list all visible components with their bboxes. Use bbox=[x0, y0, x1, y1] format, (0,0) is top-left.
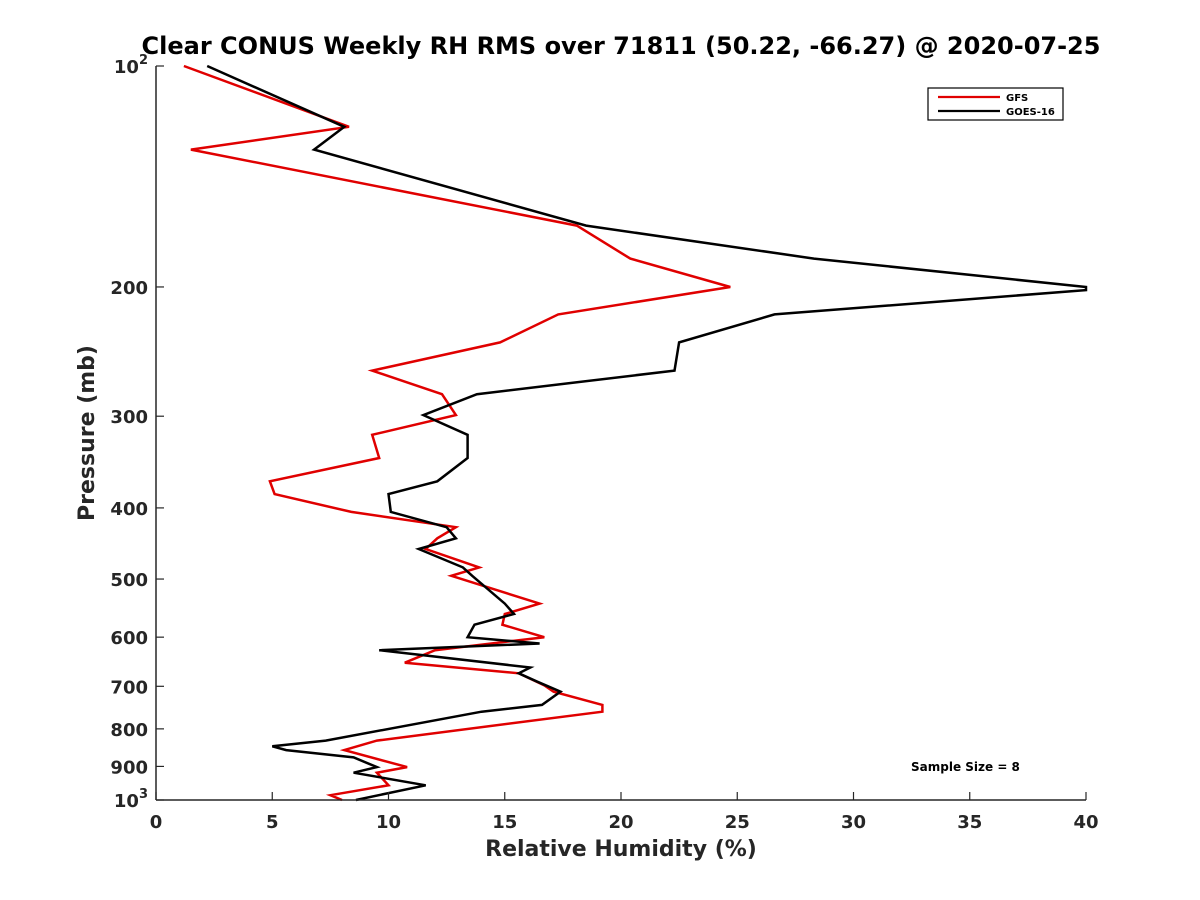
y-tick-label: 500 bbox=[110, 570, 148, 591]
y-tick-label: 300 bbox=[110, 407, 148, 428]
plot-background bbox=[156, 66, 1086, 800]
y-tick-label: 102 bbox=[114, 53, 148, 78]
legend-gfs-label: GFS bbox=[1006, 93, 1028, 104]
series-line-gfs bbox=[183, 64, 731, 802]
y-tick-label: 200 bbox=[110, 278, 148, 299]
y-tick-label: 900 bbox=[110, 757, 148, 778]
x-ticks: 0 5 10 15 20 25 30 35 40 bbox=[150, 792, 1099, 833]
y-tick-label: 103 bbox=[114, 787, 148, 812]
x-tick-label: 35 bbox=[957, 812, 982, 833]
legend-box bbox=[927, 87, 1064, 121]
series-line-goes-16 bbox=[206, 64, 1088, 802]
y-tick-label: 400 bbox=[110, 499, 148, 520]
chart-title: Clear CONUS Weekly RH RMS over 71811 (50… bbox=[142, 32, 1101, 60]
y-tick-label: 700 bbox=[110, 677, 148, 698]
legend: GFS GOES-16 bbox=[927, 87, 1064, 121]
x-tick-label: 40 bbox=[1073, 812, 1098, 833]
x-tick-label: 10 bbox=[376, 812, 401, 833]
y-tick-label: 600 bbox=[110, 628, 148, 649]
y-ticks: 102 200 300 400 500 600 700 800 900 103 bbox=[110, 53, 164, 812]
x-tick-label: 30 bbox=[841, 812, 866, 833]
x-tick-label: 0 bbox=[150, 812, 163, 833]
x-tick-label: 5 bbox=[266, 812, 279, 833]
legend-goes-label: GOES-16 bbox=[1006, 107, 1055, 118]
y-axis-label: Pressure (mb) bbox=[75, 345, 100, 521]
sample-size-annotation: Sample Size = 8 bbox=[911, 760, 1020, 774]
series-group bbox=[183, 64, 1088, 802]
x-tick-label: 20 bbox=[608, 812, 633, 833]
x-tick-label: 25 bbox=[725, 812, 750, 833]
x-axis-label: Relative Humidity (%) bbox=[485, 837, 757, 862]
y-tick-label: 800 bbox=[110, 720, 148, 741]
x-tick-label: 15 bbox=[492, 812, 517, 833]
